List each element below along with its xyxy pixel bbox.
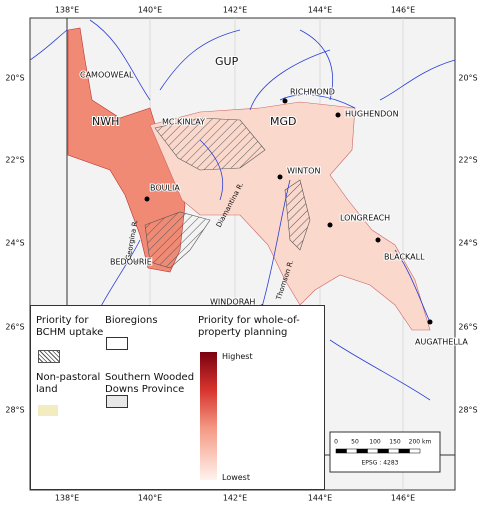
- town-dot: [277, 174, 283, 180]
- place-label: RICHMOND: [290, 88, 335, 97]
- y-tick-label: 24°S: [458, 239, 477, 248]
- scale-segment: [346, 448, 358, 454]
- y-tick-label: 28°S: [458, 406, 477, 415]
- bchm-hatch: [154, 117, 266, 171]
- color-ramp: [200, 352, 217, 480]
- ramp-highest: Highest: [222, 352, 253, 361]
- scale-segment: [409, 448, 421, 454]
- scale-segment: [335, 448, 347, 454]
- swatch-hatch: [38, 350, 60, 363]
- x-tick-label: 138°E: [55, 6, 79, 15]
- y-tick-label: 22°S: [458, 156, 477, 165]
- town-dot: [375, 237, 381, 243]
- scale-label: 0: [334, 439, 338, 446]
- place-label: WINTON: [287, 167, 320, 176]
- place-label: BOULIA: [150, 184, 180, 193]
- town-dot: [135, 259, 141, 265]
- x-tick-label: 142°E: [223, 494, 247, 503]
- legend-province: Southern Wooded Downs Province: [105, 372, 195, 395]
- place-label: MGD: [270, 115, 297, 128]
- place-label: WINDORAH: [210, 298, 255, 307]
- place-label: MC KINLAY: [162, 118, 205, 127]
- town-dot: [144, 196, 150, 202]
- x-tick-label: 140°E: [138, 494, 162, 503]
- bchm-hatch: [144, 211, 211, 269]
- place-label: BEDOURIE: [110, 258, 152, 267]
- place-label: GUP: [215, 55, 239, 68]
- bchm-hatch: [284, 179, 311, 251]
- y-tick-label: 26°S: [458, 323, 477, 332]
- ramp-lowest: Lowest: [222, 473, 250, 482]
- legend-planning: Priority for whole-of-property planning: [198, 315, 300, 338]
- x-tick-label: 146°E: [391, 6, 415, 15]
- epsg-label: EPSG : 4283: [362, 460, 399, 467]
- y-tick-label: 20°S: [5, 74, 24, 83]
- scale-label: 150: [389, 439, 401, 446]
- x-tick-label: 142°E: [223, 6, 247, 15]
- rivers: [29, 19, 456, 471]
- town-dot: [427, 319, 433, 325]
- town-dot: [327, 222, 333, 228]
- y-tick-label: 24°S: [5, 239, 24, 248]
- y-tick-label: 20°S: [458, 74, 477, 83]
- scale-label: 50: [351, 439, 359, 446]
- scale-segment: [367, 448, 379, 454]
- y-tick-label: 26°S: [5, 323, 24, 332]
- priority-region-west: [67, 27, 186, 273]
- place-label: LONGREACH: [340, 214, 390, 223]
- place-label: CAMOOWEAL: [80, 71, 134, 80]
- legend-box: [30, 305, 325, 490]
- x-tick-label: 144°E: [308, 494, 332, 503]
- legend-non-pastoral: Non-pastoral land: [36, 372, 101, 395]
- y-tick-label: 22°S: [5, 156, 24, 165]
- scale-segment: [388, 448, 400, 454]
- x-tick-label: 140°E: [138, 6, 162, 15]
- scale-label: 200 km: [409, 439, 432, 446]
- place-label: NWH: [92, 115, 119, 128]
- swatch-non-pastoral: [38, 405, 58, 416]
- x-tick-label: 146°E: [391, 494, 415, 503]
- town-dot: [282, 98, 288, 104]
- x-tick-label: 144°E: [308, 6, 332, 15]
- scale-segment: [377, 448, 389, 454]
- town-dot: [335, 112, 341, 118]
- scale-segment: [356, 448, 368, 454]
- scale-label: 100: [369, 439, 381, 446]
- place-label: BLACKALL: [384, 253, 425, 262]
- scale-segment: [398, 448, 410, 454]
- legend-bioregions: Bioregions: [105, 315, 158, 326]
- y-tick-label: 28°S: [5, 406, 24, 415]
- swatch-bioregion: [106, 337, 128, 350]
- swatch-province: [106, 395, 128, 408]
- x-tick-label: 138°E: [55, 494, 79, 503]
- legend-bchm: Priority for BCHM uptake: [36, 315, 104, 338]
- place-label: HUGHENDON: [345, 110, 399, 119]
- place-label: AUGATHELLA: [415, 338, 468, 347]
